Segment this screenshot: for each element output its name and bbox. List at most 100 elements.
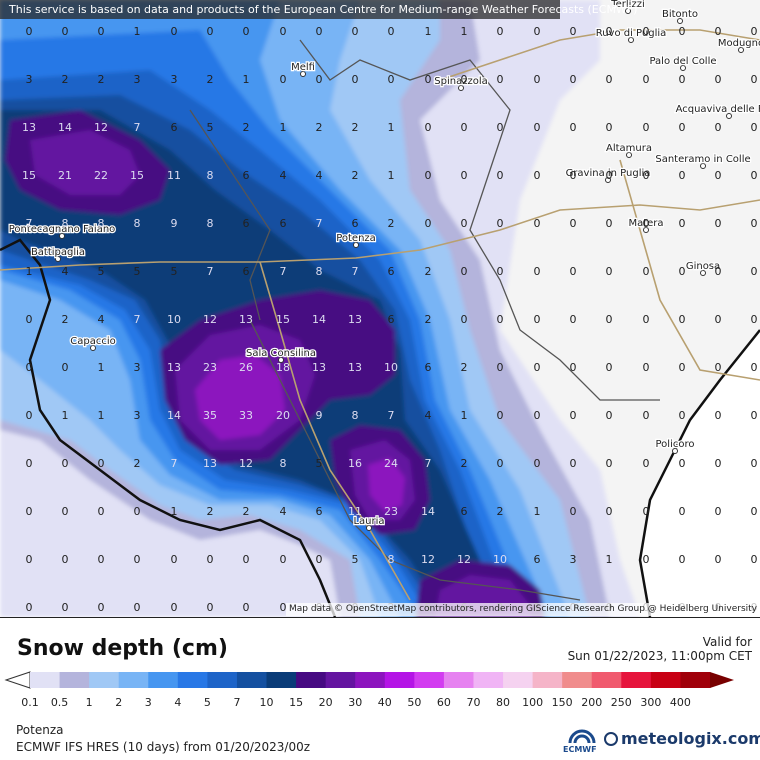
grid-value: 0	[280, 601, 287, 614]
road-3	[439, 29, 760, 81]
grid-value: 0	[243, 553, 250, 566]
grid-value: 0	[98, 505, 105, 518]
grid-value: 0	[534, 25, 541, 38]
place-marker	[625, 8, 631, 14]
scale-swatch	[148, 672, 179, 688]
grid-value: 0	[679, 505, 686, 518]
grid-value: 6	[171, 121, 178, 134]
brand-name: meteologix.com	[621, 729, 760, 748]
grid-value: 0	[606, 217, 613, 230]
grid-value: 0	[570, 73, 577, 86]
grid-value: 4	[280, 505, 287, 518]
grid-value: 33	[239, 409, 253, 422]
grid-value: 0	[98, 553, 105, 566]
value-grid: 0 0 0 1 0 0 0 0 0 0 0 1 1 0 0 0 0 0 0 0 03 2 2 3 3 2 1 0 0 0 0 0 0 0 0 0 0 0 0…	[22, 25, 758, 614]
grid-value: 0	[643, 169, 650, 182]
grid-value: 0	[171, 601, 178, 614]
grid-value: 0	[62, 361, 69, 374]
grid-value: 0	[751, 169, 758, 182]
grid-value: 15	[130, 169, 144, 182]
legend-title: Snow depth (cm)	[17, 636, 228, 661]
grid-value: 0	[534, 457, 541, 470]
grid-value: 0	[26, 313, 33, 326]
place-marker	[353, 242, 359, 248]
grid-value: 0	[643, 73, 650, 86]
scale-tick-label: 100	[522, 696, 543, 709]
grid-value: 1	[534, 505, 541, 518]
scale-swatch	[177, 672, 208, 688]
scale-tick-label: 80	[496, 696, 510, 709]
grid-value: 4	[316, 169, 323, 182]
grid-value: 6	[280, 217, 287, 230]
grid-value: 11	[167, 169, 181, 182]
place-marker	[55, 256, 61, 262]
grid-value: 22	[94, 169, 108, 182]
grid-value: 4	[425, 409, 432, 422]
grid-value: 10	[167, 313, 181, 326]
band-30-central	[195, 355, 285, 440]
place-label: Palo del Colle	[649, 56, 716, 67]
grid-value: 6	[243, 169, 250, 182]
scale-swatch	[30, 672, 61, 688]
grid-value: 0	[570, 265, 577, 278]
grid-value: 2	[352, 121, 359, 134]
grid-value: 0	[715, 73, 722, 86]
coastline-tyrrhenian	[0, 238, 337, 617]
scale-tick-label: 30	[348, 696, 362, 709]
grid-value: 0	[679, 73, 686, 86]
place-marker	[300, 71, 306, 77]
grid-value: 1	[461, 25, 468, 38]
grid-value: 0	[243, 601, 250, 614]
grid-value: 0	[534, 121, 541, 134]
place-marker	[643, 227, 649, 233]
grid-value: 3	[134, 409, 141, 422]
grid-value: 0	[679, 265, 686, 278]
grid-value: 0	[751, 121, 758, 134]
grid-value: 0	[316, 553, 323, 566]
grid-value: 6	[425, 361, 432, 374]
grid-value: 0	[751, 505, 758, 518]
grid-value: 8	[316, 265, 323, 278]
grid-value: 2	[352, 169, 359, 182]
place-label: Acquaviva delle Fonti	[676, 104, 760, 115]
scale-swatch	[384, 672, 415, 688]
grid-value: 0	[715, 217, 722, 230]
road-4	[619, 159, 760, 381]
grid-value: 2	[316, 121, 323, 134]
grid-value: 0	[715, 505, 722, 518]
grid-value: 5	[134, 265, 141, 278]
grid-value: 0	[425, 121, 432, 134]
scale-tick-label: 250	[611, 696, 632, 709]
grid-value: 2	[425, 313, 432, 326]
scale-swatch	[562, 672, 593, 688]
scale-swatch	[59, 672, 90, 688]
grid-value: 12	[94, 121, 108, 134]
grid-value: 0	[751, 457, 758, 470]
grid-value: 0	[497, 73, 504, 86]
grid-value: 1	[461, 409, 468, 422]
region-border	[299, 39, 660, 401]
grid-value: 0	[679, 121, 686, 134]
grid-value: 0	[643, 313, 650, 326]
grid-value: 0	[62, 505, 69, 518]
grid-value: 0	[643, 553, 650, 566]
scale-tick-label: 300	[640, 696, 661, 709]
grid-value: 0	[534, 313, 541, 326]
grid-value: 18	[276, 361, 290, 374]
grid-value: 12	[457, 553, 471, 566]
grid-value: 12	[203, 313, 217, 326]
band-20-north	[30, 130, 140, 195]
place-marker	[605, 177, 611, 183]
grid-value: 1	[134, 25, 141, 38]
grid-value: 0	[243, 25, 250, 38]
grid-value: 0	[643, 265, 650, 278]
brand-logo[interactable]: meteologix.com	[604, 729, 760, 748]
scale-swatch	[443, 672, 474, 688]
scale-tick-label: 1	[86, 696, 93, 709]
grid-value: 9	[171, 217, 178, 230]
grid-value: 23	[384, 505, 398, 518]
snow-depth-map[interactable]: Terlizzi Bitonto Ruvo di Puglia Palo del Co…	[0, 0, 760, 617]
map-attribution[interactable]: Map data © OpenStreetMap contributors, r…	[286, 603, 760, 616]
region-border-west	[189, 109, 271, 321]
grid-value: 14	[312, 313, 326, 326]
